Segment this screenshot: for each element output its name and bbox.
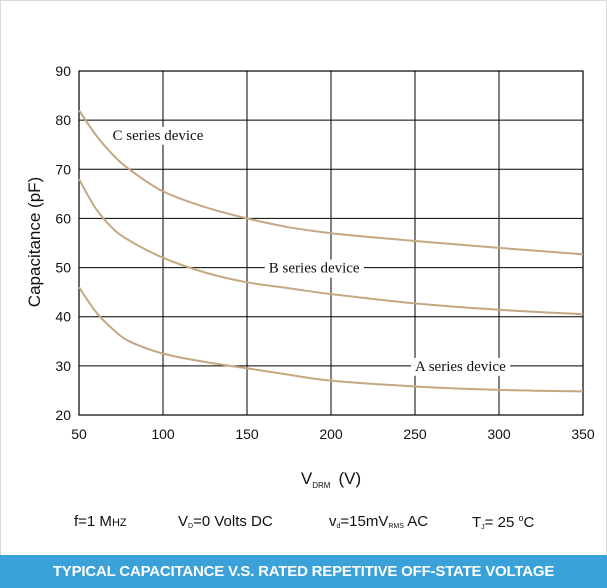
vac-sub: d [336, 523, 341, 530]
series-label: B series device [269, 261, 360, 277]
y-axis-title: Capacitance (pF) [25, 177, 44, 307]
vd-condition: VD=0 Volts DC [178, 513, 273, 530]
series-label-background [410, 357, 511, 376]
series-label-background [264, 259, 364, 278]
x-tick-label: 350 [571, 426, 595, 442]
tj-sub: J [481, 524, 485, 531]
vac-value: =15mV [340, 513, 389, 530]
vd-value: =0 Volts DC [193, 513, 273, 530]
frequency-condition: f=1 MHZ [74, 513, 127, 530]
vac-label: v [329, 513, 337, 530]
y-tick-label: 90 [55, 63, 71, 79]
series-label-background [108, 126, 208, 145]
y-tick-label: 20 [55, 407, 71, 423]
series-label: C series device [113, 128, 204, 144]
x-axis-title-main: V [301, 469, 313, 488]
x-tick-label: 150 [235, 426, 259, 442]
x-tick-label: 200 [319, 426, 343, 442]
vac-sub-rms: RMS [388, 523, 404, 530]
y-tick-label: 80 [55, 112, 71, 128]
vac-suffix: AC [403, 513, 429, 530]
series-labels: C series device B series device A series d… [108, 126, 511, 376]
y-tick-label: 60 [55, 210, 71, 226]
x-axis-title-sub: DRM [312, 481, 331, 490]
x-tick-label: 250 [403, 426, 427, 442]
frequency-unit: HZ [111, 517, 127, 529]
series-line-a [78, 286, 584, 393]
vd-sub: D [188, 523, 194, 530]
vac-condition: vd=15mVRMS AC [329, 513, 428, 530]
y-tick-label: 50 [55, 260, 71, 276]
x-tick-label: 300 [487, 426, 511, 442]
series-line-b [78, 178, 584, 316]
test-conditions: f=1 MHZ VD=0 Volts DC vd=15mVRMS AC TJ= … [0, 513, 607, 537]
chart-svg: 50 100 150 200 250 300 350 20 30 40 50 60 70 80 90 C s… [25, 63, 595, 490]
x-tick-label: 100 [151, 426, 175, 442]
tj-label: T [472, 514, 482, 531]
y-tick-label: 30 [55, 358, 71, 374]
frequency-value: f=1 M [74, 513, 112, 530]
tj-degree: o [518, 513, 524, 523]
x-axis-title-unit: (V) [338, 469, 361, 488]
series-lines [78, 109, 584, 393]
series-label: A series device [415, 359, 506, 375]
tj-condition: TJ= 25 oC [472, 513, 534, 531]
y-tick-label: 70 [55, 161, 71, 177]
tj-value: = 25 [484, 514, 519, 531]
y-tick-label: 40 [55, 309, 71, 325]
caption-bar: TYPICAL CAPACITANCE V.S. RATED REPETITIV… [0, 555, 607, 588]
axes: 50 100 150 200 250 300 350 20 30 40 50 60 70 80 90 [55, 63, 594, 442]
series-line-c [78, 109, 584, 256]
tj-unit: C [523, 514, 535, 531]
x-tick-label: 50 [71, 426, 87, 442]
x-axis-title: VDRM (V) [301, 469, 361, 490]
vd-label: V [178, 513, 189, 530]
plot-border [78, 70, 584, 416]
